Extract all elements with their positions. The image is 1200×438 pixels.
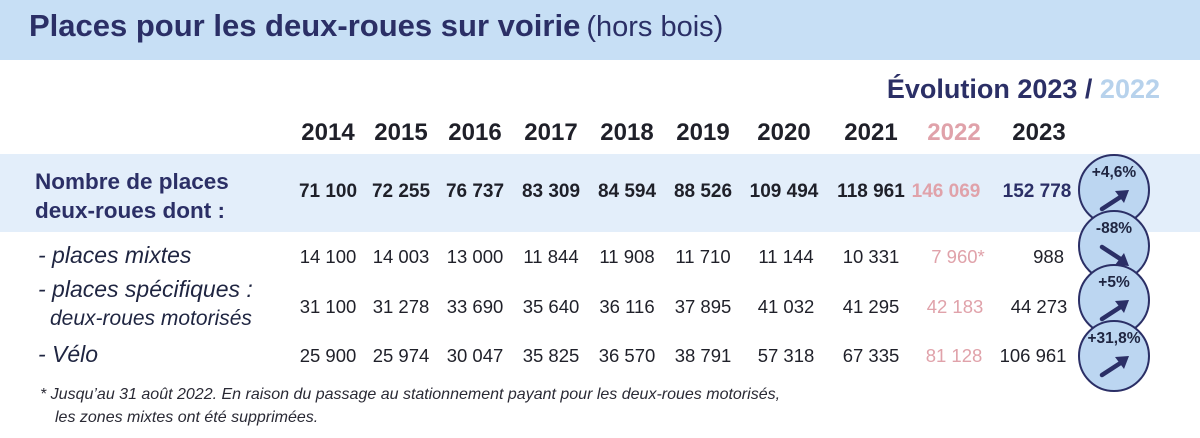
evolution-pct-specifiques: +5% (1098, 274, 1130, 291)
specifiques-value-2021: 41 295 (842, 296, 900, 317)
footnote: * Jusqu’au 31 août 2022. En raison du pa… (40, 383, 780, 429)
year-header-2022: 2022 (927, 119, 981, 146)
specifiques-value-2016: 33 690 (446, 296, 504, 317)
total-value-2020: 109 494 (749, 181, 819, 202)
specifiques-value-2020: 41 032 (757, 296, 815, 317)
total-value-2021: 118 961 (837, 181, 905, 202)
velo-value-2014: 25 900 (299, 345, 357, 366)
mixtes-row-label: - places mixtes (38, 242, 192, 268)
evolution-ref-year: 2022 (1099, 74, 1160, 104)
mixtes-value-2023: 988 (1033, 246, 1064, 267)
total-value-2019: 88 526 (673, 181, 733, 202)
specifiques-value-2018: 36 116 (599, 296, 655, 317)
total-value-2018: 84 594 (597, 181, 657, 202)
year-header-2023: 2023 (1012, 119, 1066, 146)
velo-value-2021: 67 335 (842, 345, 900, 366)
year-header-2016: 2016 (448, 119, 502, 146)
evolution-pct-total: +4,6% (1091, 164, 1137, 181)
specifiques-value-2022: 42 183 (926, 296, 984, 317)
evolution-pct-velo: +31,8% (1087, 330, 1141, 347)
specifiques-value-2023: 44 273 (1010, 296, 1068, 317)
evolution-header: Évolution 2023 / 2022 (887, 74, 1160, 105)
specifiques-label-line1: - places spécifiques : (38, 276, 253, 302)
evolution-pct-mixtes: -88% (1095, 220, 1133, 237)
velo-row-label: - Vélo (38, 341, 99, 367)
mixtes-value-2020: 11 144 (758, 246, 814, 267)
total-value-2014: 71 100 (298, 181, 358, 202)
mixtes-value-2021: 10 331 (842, 246, 900, 267)
total-value-2017: 83 309 (521, 181, 581, 202)
specifiques-value-2019: 37 895 (674, 296, 732, 317)
total-value-2016: 76 737 (445, 181, 505, 202)
year-header-2018: 2018 (600, 119, 654, 146)
velo-value-2017: 35 825 (522, 345, 580, 366)
year-header-2019: 2019 (676, 119, 730, 146)
total-value-2015: 72 255 (371, 181, 431, 202)
year-header-2017: 2017 (524, 119, 578, 146)
mixtes-value-2015: 14 003 (372, 246, 430, 267)
total-label-line2: deux-roues dont : (35, 198, 225, 223)
velo-value-2022: 81 128 (925, 345, 983, 366)
arrow-down-right-icon (1099, 244, 1129, 266)
mixtes-value-2014: 14 100 (299, 246, 357, 267)
velo-value-2016: 30 047 (446, 345, 504, 366)
specifiques-label-line2: deux-roues motorisés (50, 307, 252, 330)
mixtes-value-2016: 13 000 (446, 246, 504, 267)
velo-value-2018: 36 570 (598, 345, 656, 366)
year-header-2020: 2020 (757, 119, 811, 146)
footnote-line1: * Jusqu’au 31 août 2022. En raison du pa… (40, 386, 781, 403)
mixtes-value-2019: 11 710 (675, 246, 731, 267)
total-value-2022: 146 069 (911, 181, 981, 202)
mixtes-value-2018: 11 908 (599, 246, 655, 267)
title-subtitle: (hors bois) (586, 11, 724, 43)
arrow-up-right-icon (1099, 190, 1129, 212)
footnote-line2: les zones mixtes ont été supprimées. (55, 409, 319, 426)
page-title: Places pour les deux-roues sur voirie (ho… (29, 8, 723, 44)
specifiques-value-2015: 31 278 (372, 296, 430, 317)
specifiques-value-2014: 31 100 (299, 296, 357, 317)
evolution-label: Évolution 2023 / (886, 74, 1093, 104)
mixtes-value-2017: 11 844 (523, 246, 579, 267)
total-value-2023: 152 778 (1002, 181, 1072, 202)
velo-value-2020: 57 318 (757, 345, 815, 366)
specifiques-value-2017: 35 640 (522, 296, 580, 317)
total-row-band (0, 154, 1200, 232)
velo-value-2015: 25 974 (372, 345, 430, 366)
year-header-2015: 2015 (374, 119, 428, 146)
arrow-up-right-icon (1099, 300, 1129, 322)
total-row-label: Nombre de places deux-roues dont : (35, 167, 229, 225)
velo-value-2023: 106 961 (999, 345, 1067, 366)
year-header-2021: 2021 (844, 119, 898, 146)
evolution-badge-specifiques: +5% (1078, 264, 1150, 336)
velo-value-2019: 38 791 (674, 345, 732, 366)
title-text: Places pour les deux-roues sur voirie (29, 8, 581, 43)
title-band (0, 0, 1200, 60)
arrow-up-right-icon (1099, 356, 1129, 378)
evolution-badge-velo: +31,8% (1078, 320, 1150, 392)
mixtes-value-2022: 7 960* (931, 246, 985, 267)
year-header-2014: 2014 (301, 119, 355, 146)
total-label-line1: Nombre de places (35, 169, 229, 194)
